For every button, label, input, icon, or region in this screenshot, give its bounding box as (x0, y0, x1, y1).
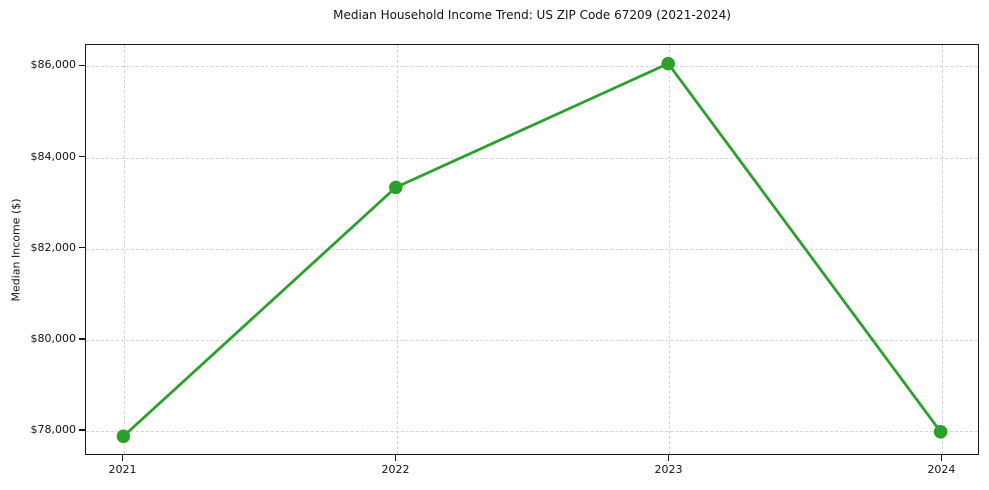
x-gridline (396, 45, 398, 454)
x-tick-mark (940, 455, 943, 461)
y-tick-label: $82,000 (30, 240, 77, 254)
y-gridline (86, 66, 978, 68)
y-gridline (86, 157, 978, 159)
data-point-marker (933, 425, 948, 439)
x-gridline (669, 45, 671, 454)
y-tick-label: $84,000 (30, 149, 77, 163)
x-tick-label: 2024 (927, 463, 956, 476)
x-tick-label: 2023 (654, 463, 683, 476)
income-trend-line-chart (116, 56, 948, 444)
x-tick-label: 2022 (381, 463, 410, 476)
plot-area (85, 44, 979, 455)
x-tick-label: 2021 (108, 463, 137, 476)
y-tick-label: $86,000 (30, 58, 77, 72)
x-gridline (942, 45, 944, 454)
y-gridline (86, 339, 978, 341)
x-tick-mark (394, 455, 397, 461)
y-gridline (86, 248, 978, 250)
y-gridline (86, 430, 978, 432)
y-tick-label: $78,000 (30, 422, 77, 436)
chart-title: Median Household Income Trend: US ZIP Co… (333, 8, 731, 22)
x-tick-mark (121, 455, 124, 461)
y-tick-label: $80,000 (30, 331, 77, 345)
x-gridline (123, 45, 125, 454)
y-tick-mark (79, 338, 85, 340)
y-tick-mark (79, 429, 85, 431)
trend-line (122, 62, 942, 438)
y-tick-mark (79, 155, 85, 158)
data-point-marker (389, 180, 403, 195)
data-point-marker (661, 56, 675, 71)
data-point-marker (116, 429, 131, 444)
y-tick-mark (79, 64, 85, 67)
y-tick-mark (79, 246, 85, 249)
x-tick-mark (667, 455, 670, 461)
